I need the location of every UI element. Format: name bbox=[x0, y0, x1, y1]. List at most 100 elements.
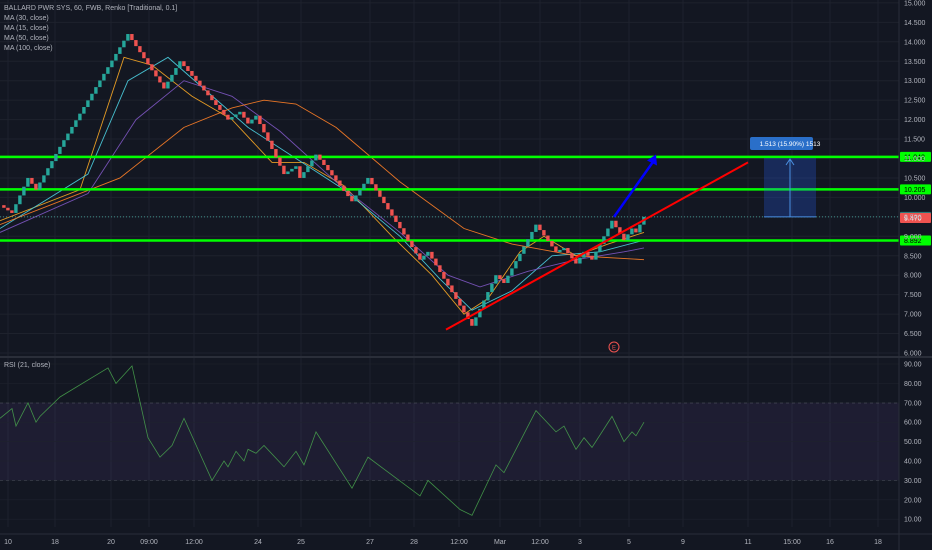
time-tick-label: 15:00 bbox=[783, 539, 801, 546]
price-tick-label: 15.000 bbox=[904, 0, 926, 7]
renko-brick-up bbox=[94, 87, 98, 94]
renko-brick-up bbox=[638, 224, 642, 233]
renko-brick-down bbox=[186, 66, 190, 71]
legend-ma30[interactable]: MA (30, close) bbox=[4, 15, 49, 22]
rsi-tick-label: 30.00 bbox=[904, 478, 922, 485]
legend-ma100[interactable]: MA (100, close) bbox=[4, 45, 53, 52]
renko-brick-up bbox=[582, 251, 586, 258]
forecast-arrow-head bbox=[647, 154, 657, 166]
renko-brick-down bbox=[262, 124, 266, 133]
renko-bricks bbox=[2, 34, 646, 326]
time-tick-label: 12:00 bbox=[450, 539, 468, 546]
time-tick-label: 20 bbox=[107, 539, 115, 546]
renko-brick-down bbox=[30, 177, 34, 184]
renko-brick-down bbox=[206, 90, 210, 96]
renko-brick-up bbox=[238, 111, 242, 115]
renko-brick-up bbox=[598, 244, 602, 252]
renko-brick-down bbox=[326, 164, 330, 171]
renko-brick-down bbox=[246, 117, 250, 124]
legend-rsi-title[interactable]: RSI (21, close) bbox=[4, 362, 51, 369]
rsi-tick-label: 50.00 bbox=[904, 439, 922, 446]
rsi-tick-label: 60.00 bbox=[904, 420, 922, 427]
renko-brick-up bbox=[90, 93, 94, 101]
time-tick-label: 9 bbox=[681, 539, 685, 546]
renko-brick-up bbox=[54, 153, 58, 162]
renko-brick-up bbox=[314, 154, 318, 161]
renko-brick-up bbox=[14, 204, 18, 213]
time-tick-label: 28 bbox=[410, 539, 418, 546]
renko-brick-down bbox=[218, 105, 222, 110]
renko-brick-down bbox=[390, 209, 394, 216]
renko-brick-down bbox=[274, 149, 278, 158]
price-tick-label: 11.000 bbox=[904, 156, 925, 163]
renko-brick-up bbox=[18, 195, 22, 205]
price-tick-label: 10.000 bbox=[904, 195, 926, 202]
renko-brick-up bbox=[174, 68, 178, 75]
renko-brick-up bbox=[354, 195, 358, 202]
renko-brick-down bbox=[586, 251, 590, 256]
time-tick-label: 18 bbox=[874, 539, 882, 546]
renko-brick-up bbox=[118, 47, 122, 54]
main-legend: BALLARD PWR SYS, 60, FWB, Renko [Traditi… bbox=[4, 4, 177, 54]
renko-brick-down bbox=[194, 75, 198, 81]
renko-brick-up bbox=[66, 133, 70, 141]
renko-brick-down bbox=[410, 240, 414, 248]
renko-brick-up bbox=[26, 177, 30, 187]
renko-brick-down bbox=[470, 319, 474, 326]
renko-brick-down bbox=[346, 190, 350, 197]
price-tick-label: 7.500 bbox=[904, 292, 922, 299]
renko-brick-up bbox=[530, 231, 534, 240]
renko-brick-up bbox=[610, 220, 614, 229]
renko-brick-down bbox=[10, 210, 14, 213]
renko-brick-up bbox=[250, 119, 254, 124]
symbol-title[interactable]: BALLARD PWR SYS, 60, FWB, Renko [Traditi… bbox=[4, 5, 178, 12]
time-tick-label: 25 bbox=[297, 539, 305, 546]
renko-brick-down bbox=[394, 215, 398, 222]
renko-brick-down bbox=[434, 258, 438, 266]
rsi-pane: 10.00 20.00 30.00 40.00 50.00 60.00 70.00 80.00… bbox=[0, 362, 922, 524]
price-tick-label: 7.000 bbox=[904, 312, 922, 319]
renko-brick-up bbox=[562, 247, 566, 251]
renko-brick-up bbox=[510, 268, 514, 276]
renko-brick-down bbox=[554, 246, 558, 252]
forecast-arrow-line[interactable] bbox=[612, 159, 656, 218]
uptrend-line[interactable] bbox=[445, 161, 749, 331]
renko-brick-down bbox=[226, 114, 230, 120]
renko-brick-down bbox=[222, 109, 226, 115]
price-tag bbox=[900, 184, 931, 195]
legend-ma15[interactable]: MA (15, close) bbox=[4, 25, 49, 32]
renko-brick-down bbox=[618, 227, 622, 234]
renko-brick-up bbox=[62, 140, 66, 147]
renko-brick-down bbox=[190, 70, 194, 76]
renko-brick-down bbox=[442, 272, 446, 279]
renko-brick-up bbox=[114, 53, 118, 61]
renko-brick-up bbox=[58, 146, 62, 154]
earnings-marker[interactable] bbox=[608, 341, 620, 353]
renko-brick-up bbox=[630, 228, 634, 235]
renko-brick-down bbox=[614, 220, 618, 228]
legend-ma50[interactable]: MA (50, close) bbox=[4, 35, 49, 42]
time-tick-label: 5 bbox=[627, 539, 631, 546]
renko-brick-up bbox=[86, 100, 90, 108]
price-tick-label: 9.500 bbox=[904, 214, 922, 221]
price-tick-label: 8.500 bbox=[904, 253, 922, 260]
renko-brick-up bbox=[474, 317, 478, 326]
renko-brick-up bbox=[110, 60, 114, 68]
renko-brick-up bbox=[254, 115, 258, 120]
renko-brick-up bbox=[362, 183, 366, 190]
renko-brick-down bbox=[574, 258, 578, 264]
drawings[interactable]: 1.513 (15.90%) 1513 E bbox=[445, 136, 821, 353]
renko-brick-down bbox=[6, 207, 10, 211]
renko-brick-down bbox=[570, 253, 574, 259]
renko-brick-up bbox=[578, 257, 582, 264]
renko-brick-up bbox=[518, 253, 522, 262]
renko-brick-down bbox=[242, 111, 246, 118]
price-tick-label: 13.000 bbox=[904, 78, 926, 85]
renko-brick-down bbox=[298, 166, 302, 178]
renko-brick-up bbox=[602, 236, 606, 245]
renko-brick-down bbox=[338, 180, 342, 186]
renko-brick-up bbox=[606, 228, 610, 237]
time-tick-label: 11 bbox=[744, 539, 751, 546]
